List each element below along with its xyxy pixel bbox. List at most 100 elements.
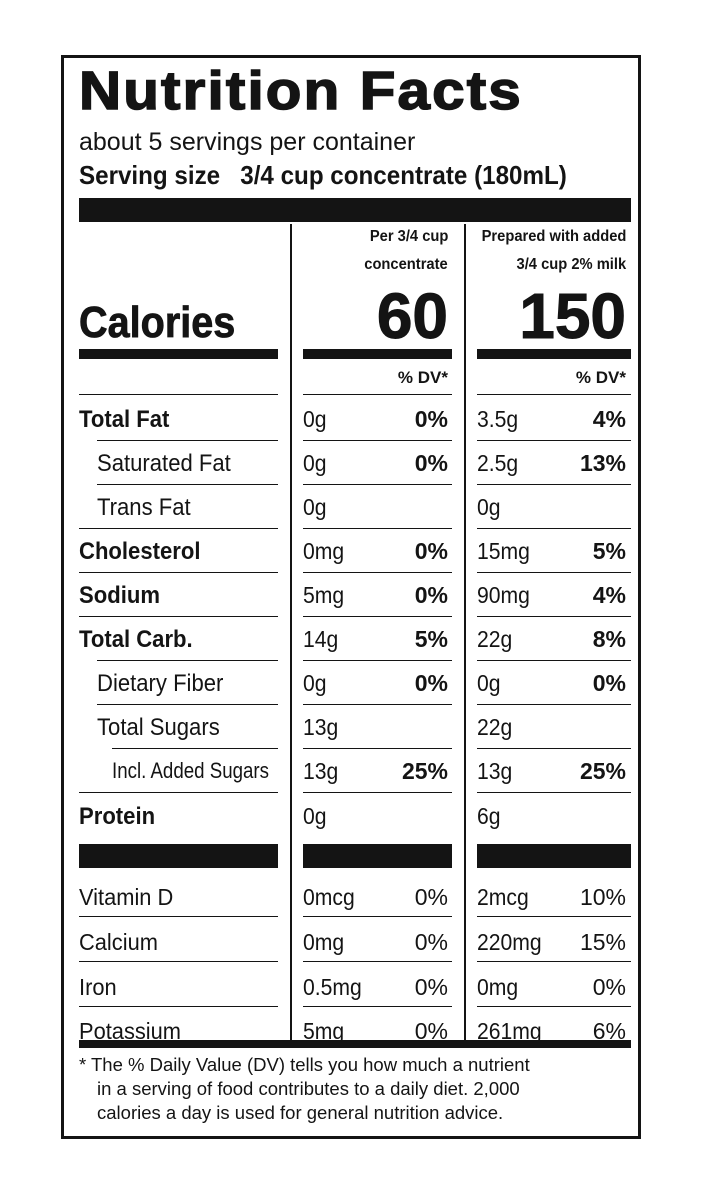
calories-divider-col1 <box>303 349 452 359</box>
column-2-amount: 2.5g <box>477 450 519 476</box>
row-divider <box>79 1006 278 1007</box>
row-divider <box>79 616 278 617</box>
servings-per-container: about 5 servings per container <box>79 128 416 156</box>
column-1-amount: 0g <box>303 670 327 696</box>
column-1-amount: 0.5mg <box>303 974 362 1000</box>
column-1-dv: 0% <box>414 929 448 955</box>
column-divider-1 <box>290 224 292 1046</box>
row-divider-col1 <box>303 528 452 529</box>
row-divider <box>97 660 278 661</box>
row-divider-col2 <box>477 704 631 705</box>
column-2-amount: 15mg <box>477 538 530 564</box>
column-1-dv: 0% <box>414 1018 448 1044</box>
row-divider-col2 <box>477 572 631 573</box>
dv-header-divider-col1 <box>303 394 452 395</box>
footnote-line-3: calories a day is used for general nutri… <box>97 1102 504 1123</box>
row-divider-col2 <box>477 916 631 917</box>
daily-value-footnote: * The % Daily Value (DV) tells you how m… <box>79 1053 629 1125</box>
row-divider-col2 <box>477 528 631 529</box>
row-divider <box>97 484 278 485</box>
panel-title: Nutrition Facts <box>78 60 523 122</box>
nutrient-label: Cholesterol <box>79 538 201 565</box>
row-divider-col1 <box>303 660 452 661</box>
column-2-dv: 8% <box>592 626 626 652</box>
column-2-amount: 3.5g <box>477 406 519 432</box>
column-2-dv: 6% <box>592 1018 626 1044</box>
nutrient-label: Dietary Fiber <box>97 670 224 697</box>
nutrient-label: Total Sugars <box>97 714 220 741</box>
row-divider-col2 <box>477 792 631 793</box>
nutrient-label: Saturated Fat <box>97 450 231 477</box>
column-1-amount: 13g <box>303 714 339 740</box>
row-divider <box>79 572 278 573</box>
column-1-amount: 0g <box>303 450 327 476</box>
row-divider <box>79 916 278 917</box>
row-divider <box>97 704 278 705</box>
column-1-amount: 14g <box>303 626 339 652</box>
row-divider <box>79 961 278 962</box>
column-2-amount: 6g <box>477 803 501 829</box>
nutrient-label: Protein <box>79 803 156 830</box>
row-divider-col2 <box>477 1006 631 1007</box>
column-2-amount: 22g <box>477 714 513 740</box>
vitamin-label: Iron <box>79 974 117 1000</box>
column-2-amount: 0g <box>477 670 501 696</box>
row-divider-col1 <box>303 616 452 617</box>
column-2-amount: 13g <box>477 758 513 784</box>
serving-size: Serving size 3/4 cup concentrate (180mL) <box>79 160 567 191</box>
column-2-amount: 90mg <box>477 582 530 608</box>
row-divider-col2 <box>477 961 631 962</box>
row-divider-col2 <box>477 440 631 441</box>
row-divider-col1 <box>303 961 452 962</box>
calories-divider-label <box>79 349 278 359</box>
nutrient-label: Sodium <box>79 582 160 609</box>
serving-size-label: Serving size <box>79 160 221 190</box>
nutrient-label: Total Fat <box>79 406 170 433</box>
column-1-amount: 0g <box>303 406 327 432</box>
row-divider-col2 <box>477 616 631 617</box>
column-2-header-line1: Prepared with added <box>481 228 626 245</box>
column-2-dv: 15% <box>579 929 626 955</box>
column-2-amount: 0g <box>477 494 501 520</box>
column-1-calories: 60 <box>376 280 448 353</box>
dv-header-divider <box>79 394 278 395</box>
column-1-dv: 0% <box>414 406 448 432</box>
thick-divider-vitamins-col2 <box>477 844 631 868</box>
column-2-amount: 0mg <box>477 974 519 1000</box>
row-divider <box>79 528 278 529</box>
column-2-amount: 22g <box>477 626 513 652</box>
row-divider-col2 <box>477 484 631 485</box>
row-divider-col1 <box>303 916 452 917</box>
nutrient-label: Trans Fat <box>97 494 191 521</box>
column-1-amount: 0g <box>303 494 327 520</box>
column-1-dv: 0% <box>414 974 448 1000</box>
column-1-amount: 0mg <box>303 929 345 955</box>
row-divider <box>97 440 278 441</box>
vitamin-label: Vitamin D <box>79 884 174 910</box>
column-1-amount: 5mg <box>303 1018 345 1044</box>
thick-divider-vitamins-col1 <box>303 844 452 868</box>
column-1-amount: 0mcg <box>303 884 355 910</box>
column-1-header-line2: concentrate <box>364 256 448 273</box>
thick-divider-vitamins-label <box>79 844 278 868</box>
column-2-dv: 5% <box>592 538 626 564</box>
footnote-divider <box>79 1040 631 1048</box>
column-2-amount: 261mg <box>477 1018 542 1044</box>
row-divider-col1 <box>303 572 452 573</box>
column-1-dv: 0% <box>414 450 448 476</box>
column-2-dv: 4% <box>592 582 626 608</box>
calories-divider-col2 <box>477 349 631 359</box>
row-divider-col1 <box>303 1006 452 1007</box>
row-divider-col1 <box>303 748 452 749</box>
footnote-line-2: in a serving of food contributes to a da… <box>97 1078 520 1099</box>
column-1-dv-header: % DV* <box>397 368 448 387</box>
nutrient-label: Incl. Added Sugars <box>112 758 269 783</box>
row-divider-col2 <box>477 748 631 749</box>
thick-divider-top <box>79 198 631 222</box>
row-divider-col1 <box>303 792 452 793</box>
column-1-amount: 13g <box>303 758 339 784</box>
row-divider-col1 <box>303 484 452 485</box>
column-1-dv: 0% <box>414 538 448 564</box>
row-divider <box>112 748 278 749</box>
column-2-dv: 13% <box>579 450 626 476</box>
